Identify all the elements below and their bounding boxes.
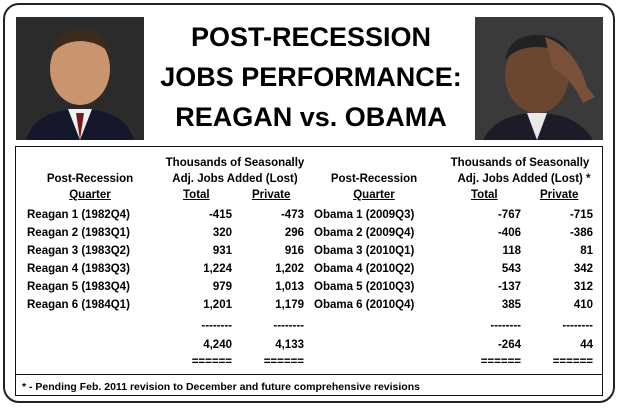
reagan-total-header: Total: [183, 189, 210, 201]
obama-row-3-total: 118: [502, 245, 521, 257]
reagan-grand-total: 4,240: [203, 339, 232, 351]
obama-photo: [475, 17, 603, 140]
obama-row-5-total: -137: [497, 281, 521, 293]
reagan-row-5-private: 1,013: [275, 281, 304, 293]
obama-quarter-header-top: Post-Recession: [330, 173, 418, 185]
obama-row-5-quarter: Obama 5 (2010Q3): [314, 281, 415, 293]
obama-row-2-total: -406: [497, 227, 521, 239]
obama-grand-total: -264: [497, 339, 521, 351]
obama-row-6-private: 410: [573, 299, 593, 311]
reagan-row-3-private: 916: [284, 245, 304, 257]
reagan-row-1-total: -415: [208, 209, 232, 221]
reagan-private-equals: ======: [263, 356, 304, 368]
title-line-3: REAGAN vs. OBAMA: [175, 102, 447, 132]
obama-group-header-line1: Thousands of Seasonally: [450, 157, 590, 169]
reagan-row-2-total: 320: [212, 227, 232, 239]
obama-row-4-private: 342: [573, 263, 593, 275]
reagan-row-3-total: 931: [212, 245, 232, 257]
reagan-row-1-private: -473: [280, 209, 304, 221]
obama-group-header-line2: Adj. Jobs Added (Lost) *: [457, 173, 591, 185]
title-line-1: POST-RECESSION: [190, 22, 432, 52]
reagan-private-dashes: --------: [273, 320, 304, 332]
obama-row-5-private: 312: [573, 281, 593, 293]
obama-grand-private: 44: [580, 339, 593, 351]
jobs-table: Thousands of Seasonally Adj. Jobs Added …: [15, 146, 603, 396]
obama-private-dashes: --------: [562, 320, 593, 332]
reagan-row-5-total: 979: [212, 281, 232, 293]
reagan-row-3-quarter: Reagan 3 (1983Q2): [27, 245, 130, 257]
obama-row-3-quarter: Obama 3 (2010Q1): [314, 245, 415, 257]
obama-row-2-private: -386: [569, 227, 593, 239]
reagan-quarter-header: Quarter: [69, 189, 111, 201]
obama-total-equals: ======: [480, 356, 521, 368]
reagan-total-dashes: --------: [201, 320, 232, 332]
obama-row-1-quarter: Obama 1 (2009Q3): [314, 209, 415, 221]
reagan-quarter-header-top: Post-Recession: [46, 173, 134, 185]
obama-private-equals: ======: [552, 356, 593, 368]
reagan-row-6-total: 1,201: [203, 299, 232, 311]
reagan-row-4-total: 1,224: [203, 263, 232, 275]
reagan-total-equals: ======: [191, 356, 232, 368]
reagan-private-header: Private: [252, 189, 291, 201]
footnote-divider: [16, 374, 602, 375]
reagan-row-6-private: 1,179: [275, 299, 304, 311]
reagan-row-1-quarter: Reagan 1 (1982Q4): [27, 209, 130, 221]
obama-row-3-private: 81: [580, 245, 593, 257]
obama-row-6-total: 385: [501, 299, 521, 311]
reagan-row-4-private: 1,202: [275, 263, 304, 275]
obama-row-4-quarter: Obama 4 (2010Q2): [314, 263, 415, 275]
reagan-group-header-line2: Adj. Jobs Added (Lost): [172, 173, 298, 185]
reagan-photo: [16, 17, 144, 140]
title-line-2: JOBS PERFORMANCE:: [160, 62, 462, 92]
reagan-row-6-quarter: Reagan 6 (1984Q1): [27, 299, 130, 311]
reagan-row-2-private: 296: [284, 227, 304, 239]
reagan-row-4-quarter: Reagan 4 (1983Q3): [27, 263, 130, 275]
obama-quarter-header: Quarter: [353, 189, 395, 201]
obama-row-4-total: 543: [501, 263, 521, 275]
obama-row-6-quarter: Obama 6 (2010Q4): [314, 299, 415, 311]
obama-row-2-quarter: Obama 2 (2009Q4): [314, 227, 415, 239]
obama-total-header: Total: [471, 189, 498, 201]
reagan-row-5-quarter: Reagan 5 (1983Q4): [27, 281, 130, 293]
obama-total-dashes: --------: [490, 320, 521, 332]
reagan-group-header-line1: Thousands of Seasonally: [165, 157, 305, 169]
obama-private-header: Private: [540, 189, 579, 201]
reagan-row-2-quarter: Reagan 2 (1983Q1): [27, 227, 130, 239]
obama-row-1-private: -715: [569, 209, 593, 221]
jobs-comparison-card: POST-RECESSION JOBS PERFORMANCE: REAGAN …: [3, 3, 615, 403]
obama-row-1-total: -767: [497, 209, 521, 221]
page-title: POST-RECESSION JOBS PERFORMANCE: REAGAN …: [155, 17, 467, 137]
reagan-grand-private: 4,133: [275, 339, 304, 351]
footnote: * - Pending Feb. 2011 revision to Decemb…: [22, 381, 420, 393]
